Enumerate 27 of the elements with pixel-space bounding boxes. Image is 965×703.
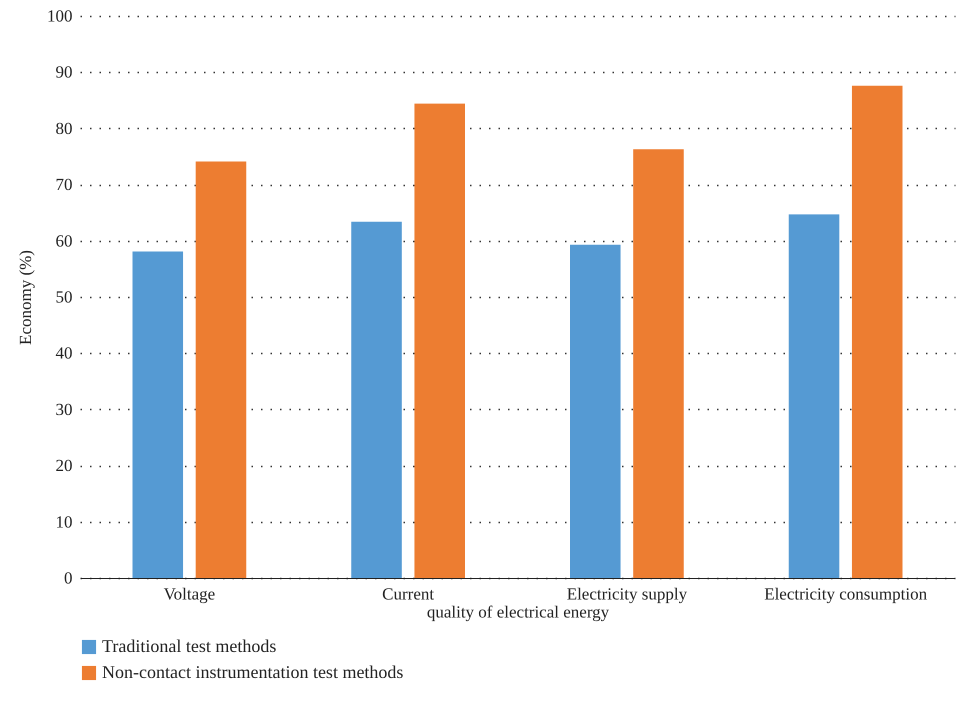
y-tick-label: 0 [64,568,72,588]
y-tick-label: 90 [56,62,72,82]
bar [852,86,902,578]
y-axis-title: Economy (%) [16,250,35,345]
bar [414,104,465,578]
y-tick-label: 10 [56,512,72,532]
bar [351,222,402,578]
y-tick-label: 100 [47,6,72,26]
bar [633,149,684,578]
bar [196,162,246,578]
bar [570,244,621,578]
x-tick-label: Electricity consumption [764,584,928,604]
y-tick-label: 30 [56,400,72,419]
legend-label: Traditional test methods [102,636,276,656]
y-tick-label: 20 [56,456,72,476]
y-tick-label: 70 [56,175,72,194]
y-tick-label: 80 [56,118,72,138]
y-tick-label: 60 [56,231,72,250]
bar [788,214,840,578]
x-tick-label: Voltage [164,584,216,604]
y-tick-label: 50 [56,288,72,306]
x-tick-label: Electricity supply [566,584,688,604]
y-tick-label: 40 [56,344,72,363]
legend-label: Non-contact instrumentation test methods [102,662,404,682]
bar [132,251,184,578]
x-axis-title: quality of electrical energy [426,602,610,622]
x-tick-label: Current [382,584,434,604]
